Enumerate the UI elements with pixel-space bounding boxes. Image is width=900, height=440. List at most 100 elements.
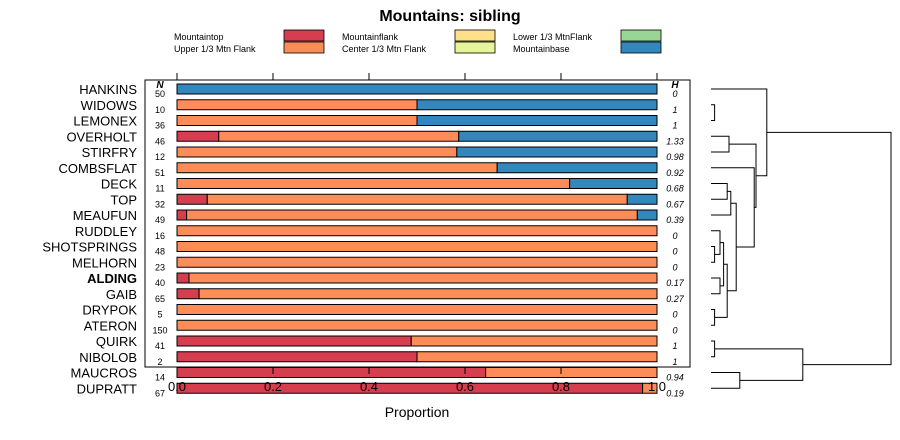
n-value-melhorn: 23: [155, 262, 165, 272]
n-value-hankins: 50: [155, 89, 165, 99]
bar-top-upper-1-3-mtn-flank: [206, 193, 628, 205]
category-label-quirk: QUIRK: [96, 334, 138, 349]
category-label-alding: ALDING: [87, 271, 137, 286]
x-axis-label: Proportion: [385, 404, 450, 420]
h-column-header: H: [671, 80, 679, 91]
n-value-lemonex: 36: [155, 121, 165, 131]
n-value-maucros: 14: [155, 373, 165, 383]
n-value-deck: 11: [155, 184, 164, 194]
category-label-overholt: OVERHOLT: [66, 129, 137, 144]
legend-label-mountainbase: Mountainbase: [513, 44, 570, 54]
category-label-stirfry: STIRFRY: [82, 145, 138, 160]
h-value-hankins: 0: [672, 89, 677, 99]
bar-widows-upper-1-3-mtn-flank: [176, 99, 418, 111]
n-value-drypok: 5: [157, 310, 162, 320]
n-value-shotsprings: 48: [155, 247, 165, 257]
category-label-top: TOP: [111, 192, 138, 207]
bar-drypok-upper-1-3-mtn-flank: [176, 304, 658, 315]
n-value-top: 32: [155, 199, 165, 209]
dendrogram-link-2: [711, 246, 716, 263]
legend-swatch-upper-1-3-mtn-flank: [283, 41, 325, 54]
x-tick-label-0-6: 0.6: [456, 379, 474, 394]
dendrogram-link-8: [714, 263, 728, 318]
legend-swatch-mountainbase: [620, 41, 662, 54]
n-value-overholt: 46: [155, 136, 165, 146]
legend-label-lower-1-3-mtnflank: Lower 1/3 MtnFlank: [513, 32, 593, 42]
bar-top-mountaintop: [176, 193, 208, 205]
category-label-gaib: GAIB: [106, 287, 137, 302]
bar-stirfry-mountainbase: [456, 146, 658, 158]
chart-title: Mountains: sibling: [379, 8, 520, 25]
h-value-top: 0.67: [666, 199, 685, 209]
bar-alding-upper-1-3-mtn-flank: [188, 272, 658, 284]
dendrogram: [711, 88, 892, 389]
x-tick-label-0-8: 0.8: [552, 379, 570, 394]
dendrogram-link-1: [711, 135, 730, 153]
bar-quirk-upper-1-3-mtn-flank: [410, 335, 658, 347]
n-value-ateron: 150: [152, 325, 167, 335]
h-value-quirk: 1: [672, 341, 677, 351]
n-value-combsflat: 51: [155, 168, 165, 178]
bar-top-mountainbase: [626, 193, 658, 205]
bar-overholt-mountainbase: [458, 130, 658, 142]
bar-combsflat-upper-1-3-mtn-flank: [176, 162, 498, 174]
legend-swatch-lower-1-3-mtnflank: [620, 29, 662, 42]
category-label-hankins: HANKINS: [79, 82, 137, 97]
bar-gaib-upper-1-3-mtn-flank: [198, 288, 658, 300]
dendrogram-link-13: [729, 143, 757, 208]
bar-deck-mountainbase: [569, 178, 658, 189]
x-tick-label-0-0: 0.0: [168, 379, 186, 394]
bar-lemonex-upper-1-3-mtn-flank: [176, 115, 418, 126]
h-value-stirfry: 0.98: [666, 152, 684, 162]
dendrogram-link-12: [711, 167, 755, 248]
legend-label-mountainflank: Mountainflank: [342, 32, 399, 42]
category-label-deck: DECK: [101, 177, 137, 192]
category-label-shotsprings: SHOTSPRINGS: [42, 240, 137, 255]
legend-label-center-1-3-mtn-flank: Center 1/3 Mtn Flank: [342, 44, 427, 54]
bar-gaib-mountaintop: [176, 288, 200, 300]
bar-nibolob-mountaintop: [176, 351, 418, 363]
dendrogram-link-0: [711, 104, 716, 121]
category-label-widows: WIDOWS: [81, 98, 138, 113]
bar-melhorn-upper-1-3-mtn-flank: [176, 256, 658, 268]
category-label-meaufun: MEAUFUN: [73, 208, 137, 223]
legend-label-mountaintop: Mountaintop: [174, 32, 224, 42]
bar-alding-mountaintop: [176, 272, 190, 284]
category-label-melhorn: MELHORN: [72, 255, 137, 270]
bar-maucros-mountaintop: [176, 367, 487, 378]
n-value-stirfry: 12: [155, 152, 165, 162]
bar-meaufun-mountaintop: [176, 209, 188, 221]
bar-nibolob-upper-1-3-mtn-flank: [416, 351, 658, 363]
dendrogram-link-7: [720, 242, 725, 287]
category-label-drypok: DRYPOK: [82, 303, 137, 318]
bar-quirk-mountaintop: [176, 335, 412, 347]
n-value-nibolob: 2: [157, 357, 162, 367]
bar-overholt-upper-1-3-mtn-flank: [218, 130, 460, 142]
n-value-alding: 40: [155, 278, 165, 288]
dendrogram-link-4: [711, 230, 721, 255]
n-value-quirk: 41: [155, 341, 165, 351]
n-value-meaufun: 49: [155, 215, 165, 225]
bar-overholt-mountaintop: [176, 130, 220, 142]
dendrogram-link-6: [711, 340, 716, 358]
n-value-gaib: 65: [155, 294, 165, 304]
bar-dupratt-upper-1-3-mtn-flank: [642, 382, 658, 394]
bar-hankins-mountainbase: [176, 83, 658, 95]
x-tick-label-0-2: 0.2: [264, 379, 282, 394]
dendrogram-link-9: [711, 183, 728, 200]
dendrogram-link-10: [711, 190, 732, 216]
legend-swatch-mountaintop: [283, 29, 325, 42]
h-value-meaufun: 0.39: [666, 215, 684, 225]
h-value-widows: 1: [672, 105, 677, 115]
x-axis: 0.0 0.2 0.4 0.6 0.8 1.0: [168, 367, 666, 394]
h-value-overholt: 1.33: [666, 136, 684, 146]
category-label-combsflat: COMBSFLAT: [59, 161, 138, 176]
bar-dupratt-mountaintop: [176, 382, 644, 394]
h-value-alding: 0.17: [666, 278, 685, 288]
h-value-shotsprings: 0: [672, 247, 677, 257]
h-value-maucros: 0.94: [666, 373, 684, 383]
category-label-dupratt: DUPRATT: [77, 381, 137, 396]
h-value-dupratt: 0.19: [666, 388, 684, 398]
